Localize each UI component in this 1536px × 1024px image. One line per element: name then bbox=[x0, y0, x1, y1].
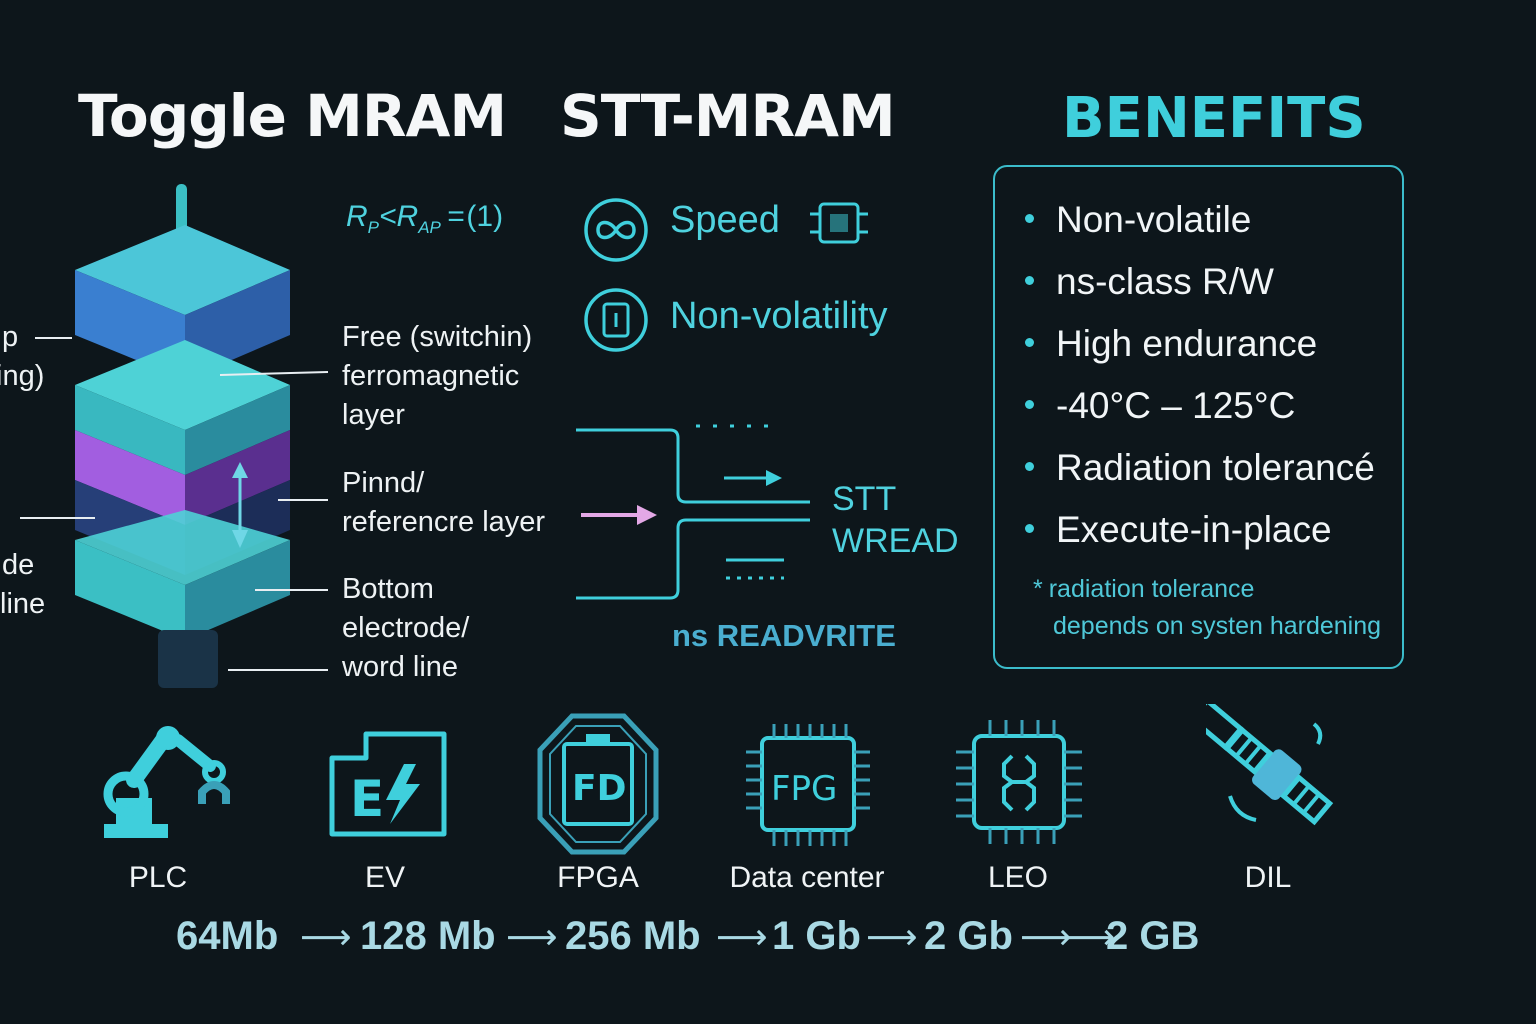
benefit-item: Non-volatile bbox=[1025, 199, 1251, 241]
benefits-title: BENEFITS bbox=[1062, 86, 1366, 151]
roadmap-arrow-icon: ⟶ bbox=[506, 916, 558, 957]
density-2gb-final: 2 GB bbox=[1106, 914, 1200, 958]
stt-mram-title: STT-MRAM bbox=[560, 82, 896, 150]
satellite-icon bbox=[1206, 704, 1334, 826]
free-layer-left bbox=[75, 385, 185, 475]
stt-read-label: STT WREAD bbox=[832, 480, 959, 560]
app-label-plc: PLC bbox=[128, 861, 188, 894]
benefit-item: Execute-in-place bbox=[1025, 509, 1332, 551]
benefit-item: High endurance bbox=[1025, 323, 1317, 365]
benefit-item: ns-class R/W bbox=[1025, 261, 1274, 303]
app-label-dil: DIL bbox=[1244, 861, 1292, 894]
ns-readwrite-caption: ns READVRITE bbox=[672, 618, 896, 653]
app-label-ev: EV bbox=[364, 861, 406, 894]
svg-text:FD: FD bbox=[572, 768, 626, 809]
left-label-3: ıde bbox=[0, 549, 35, 581]
benefits-panel: Non-volatile ns-class R/W High endurance… bbox=[993, 165, 1404, 669]
roadmap-long-arrow-icon: ⟶⟶ bbox=[1020, 916, 1115, 957]
roadmap-arrow-icon: ⟶ bbox=[300, 916, 352, 957]
density-64mb: 64Mb bbox=[176, 914, 279, 958]
density-128mb: 128 Mb bbox=[360, 914, 496, 958]
left-label-2: ing) bbox=[0, 360, 45, 392]
speed-label: Speed bbox=[670, 199, 780, 241]
benefit-item: -40°C – 125°C bbox=[1025, 385, 1295, 427]
free-layer-label: Free (switchin) ferromagnetic layer bbox=[342, 321, 533, 431]
memory-cell-icon bbox=[584, 288, 648, 352]
density-2gb: 2 Gb bbox=[924, 914, 1013, 958]
svg-text:E: E bbox=[350, 770, 384, 828]
mtj-stack-diagram bbox=[20, 184, 329, 688]
density-256mb: 256 Mb bbox=[565, 914, 701, 958]
app-label-fpga: FPGA bbox=[557, 861, 639, 894]
pink-arrow-icon bbox=[581, 505, 657, 525]
pinned-layer-label: Pinnd/ referencre layer bbox=[342, 467, 546, 538]
benefit-footnote: * radiation tolerance depends on systen h… bbox=[1033, 575, 1382, 640]
bottom-electrode-layer bbox=[75, 540, 185, 640]
roadmap-arrow-icon: ⟶ bbox=[866, 916, 918, 957]
ev-charging-icon: E bbox=[329, 731, 447, 837]
resistance-formula: RP<RAP =(1) bbox=[346, 200, 504, 237]
stt-read-diagram bbox=[576, 424, 810, 600]
fpga-chip-icon: FD bbox=[537, 713, 659, 855]
left-label-4: line bbox=[0, 588, 46, 620]
barrier-layer bbox=[75, 430, 185, 525]
roadmap-arrow-icon: ⟶ bbox=[716, 916, 768, 957]
bottom-pillar bbox=[158, 630, 218, 688]
app-label-data-center: Data center bbox=[729, 861, 885, 894]
svg-text:FPG: FPG bbox=[771, 769, 837, 809]
top-electrode-top bbox=[75, 225, 290, 315]
benefit-item: Radiation tolerancé bbox=[1025, 447, 1375, 489]
bottom-electrode-label: Bottom electrode/ word line bbox=[342, 573, 470, 683]
left-label-1: ıp bbox=[0, 321, 19, 353]
processor-chip-icon bbox=[956, 720, 1082, 844]
toggle-mram-title: Toggle MRAM bbox=[78, 82, 507, 150]
robot-arm-icon bbox=[103, 726, 230, 838]
fpg-chip-icon: FPG bbox=[746, 724, 870, 846]
chip-icon bbox=[810, 202, 868, 244]
infinity-icon bbox=[584, 198, 648, 262]
non-volatility-label: Non-volatility bbox=[670, 295, 888, 337]
density-1gb: 1 Gb bbox=[772, 914, 861, 958]
free-layer-top bbox=[75, 340, 290, 430]
app-label-leo: LEO bbox=[987, 861, 1049, 894]
